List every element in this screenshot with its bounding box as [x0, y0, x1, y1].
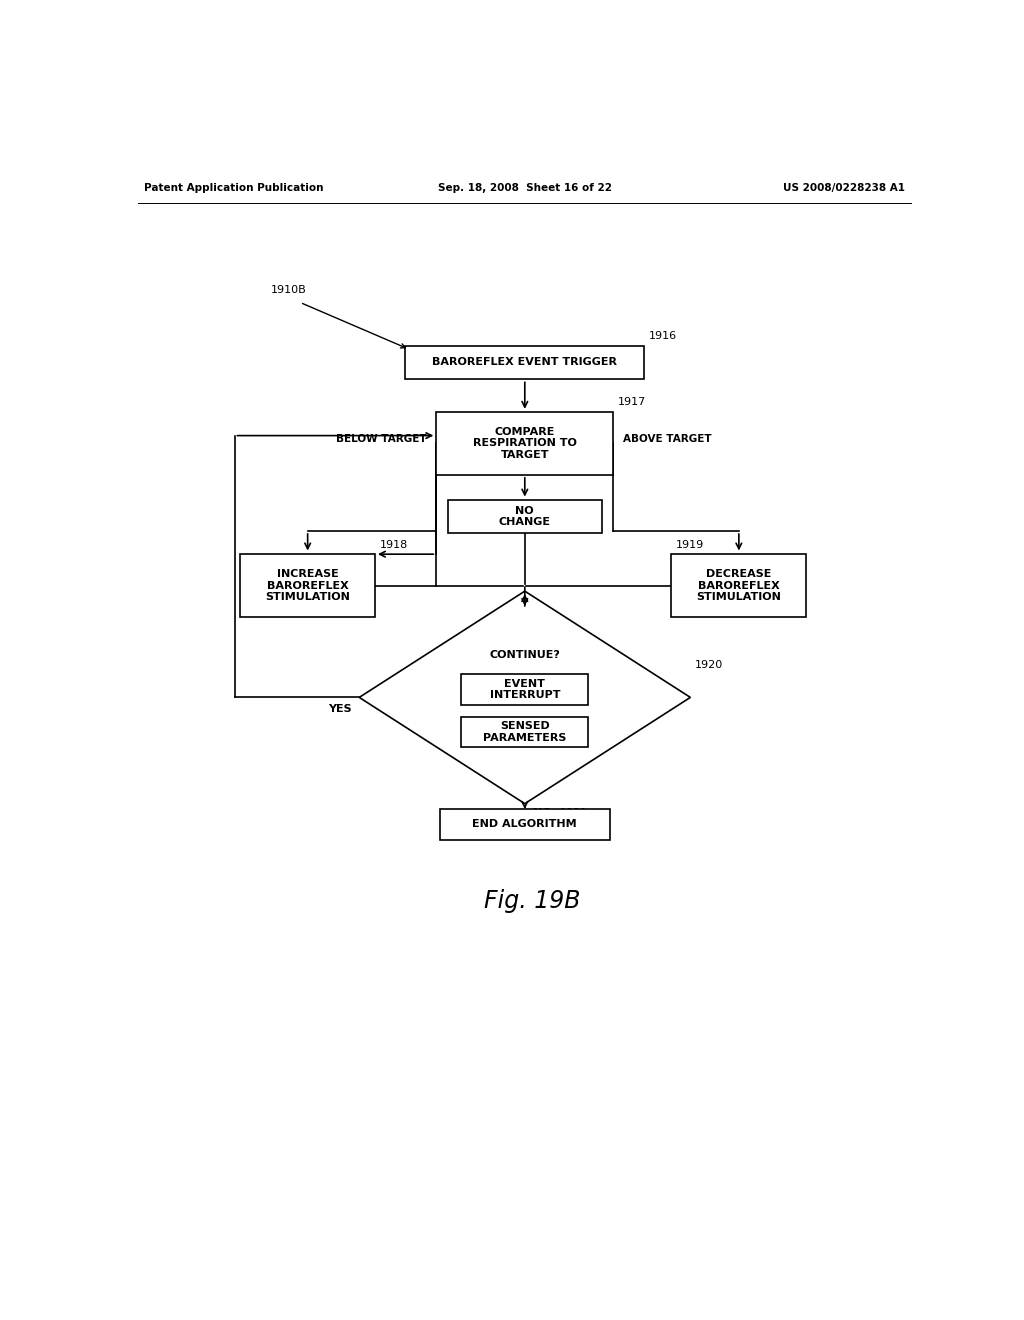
FancyBboxPatch shape	[406, 346, 644, 379]
Text: NO: NO	[532, 808, 551, 818]
Text: NO
CHANGE: NO CHANGE	[499, 506, 551, 527]
FancyBboxPatch shape	[447, 499, 602, 533]
Text: 1918: 1918	[380, 540, 408, 549]
FancyBboxPatch shape	[440, 809, 609, 840]
FancyBboxPatch shape	[672, 554, 806, 618]
Text: Sep. 18, 2008  Sheet 16 of 22: Sep. 18, 2008 Sheet 16 of 22	[438, 182, 611, 193]
Text: 1920: 1920	[695, 660, 723, 671]
Text: Fig. 19B: Fig. 19B	[484, 890, 581, 913]
Text: 1919: 1919	[676, 540, 705, 549]
Text: YES: YES	[328, 704, 351, 714]
Text: EVENT
INTERRUPT: EVENT INTERRUPT	[489, 678, 560, 701]
Text: ABOVE TARGET: ABOVE TARGET	[623, 434, 712, 445]
Text: END ALGORITHM: END ALGORITHM	[472, 820, 578, 829]
Text: 1910B: 1910B	[270, 285, 306, 294]
Text: CONTINUE?: CONTINUE?	[489, 649, 560, 660]
Text: US 2008/0228238 A1: US 2008/0228238 A1	[783, 182, 905, 193]
Text: 1916: 1916	[649, 331, 677, 341]
Text: SENSED
PARAMETERS: SENSED PARAMETERS	[483, 721, 566, 743]
Text: 1917: 1917	[617, 397, 646, 407]
Text: BAROREFLEX EVENT TRIGGER: BAROREFLEX EVENT TRIGGER	[432, 358, 617, 367]
FancyBboxPatch shape	[461, 675, 589, 705]
Text: INCREASE
BAROREFLEX
STIMULATION: INCREASE BAROREFLEX STIMULATION	[265, 569, 350, 602]
Polygon shape	[359, 591, 690, 804]
Text: DECREASE
BAROREFLEX
STIMULATION: DECREASE BAROREFLEX STIMULATION	[696, 569, 781, 602]
FancyBboxPatch shape	[436, 412, 613, 475]
FancyBboxPatch shape	[461, 717, 589, 747]
Text: BELOW TARGET: BELOW TARGET	[337, 434, 427, 445]
Text: 1921: 1921	[559, 808, 588, 817]
Text: Patent Application Publication: Patent Application Publication	[144, 182, 324, 193]
Text: COMPARE
RESPIRATION TO
TARGET: COMPARE RESPIRATION TO TARGET	[473, 426, 577, 459]
FancyBboxPatch shape	[241, 554, 375, 618]
